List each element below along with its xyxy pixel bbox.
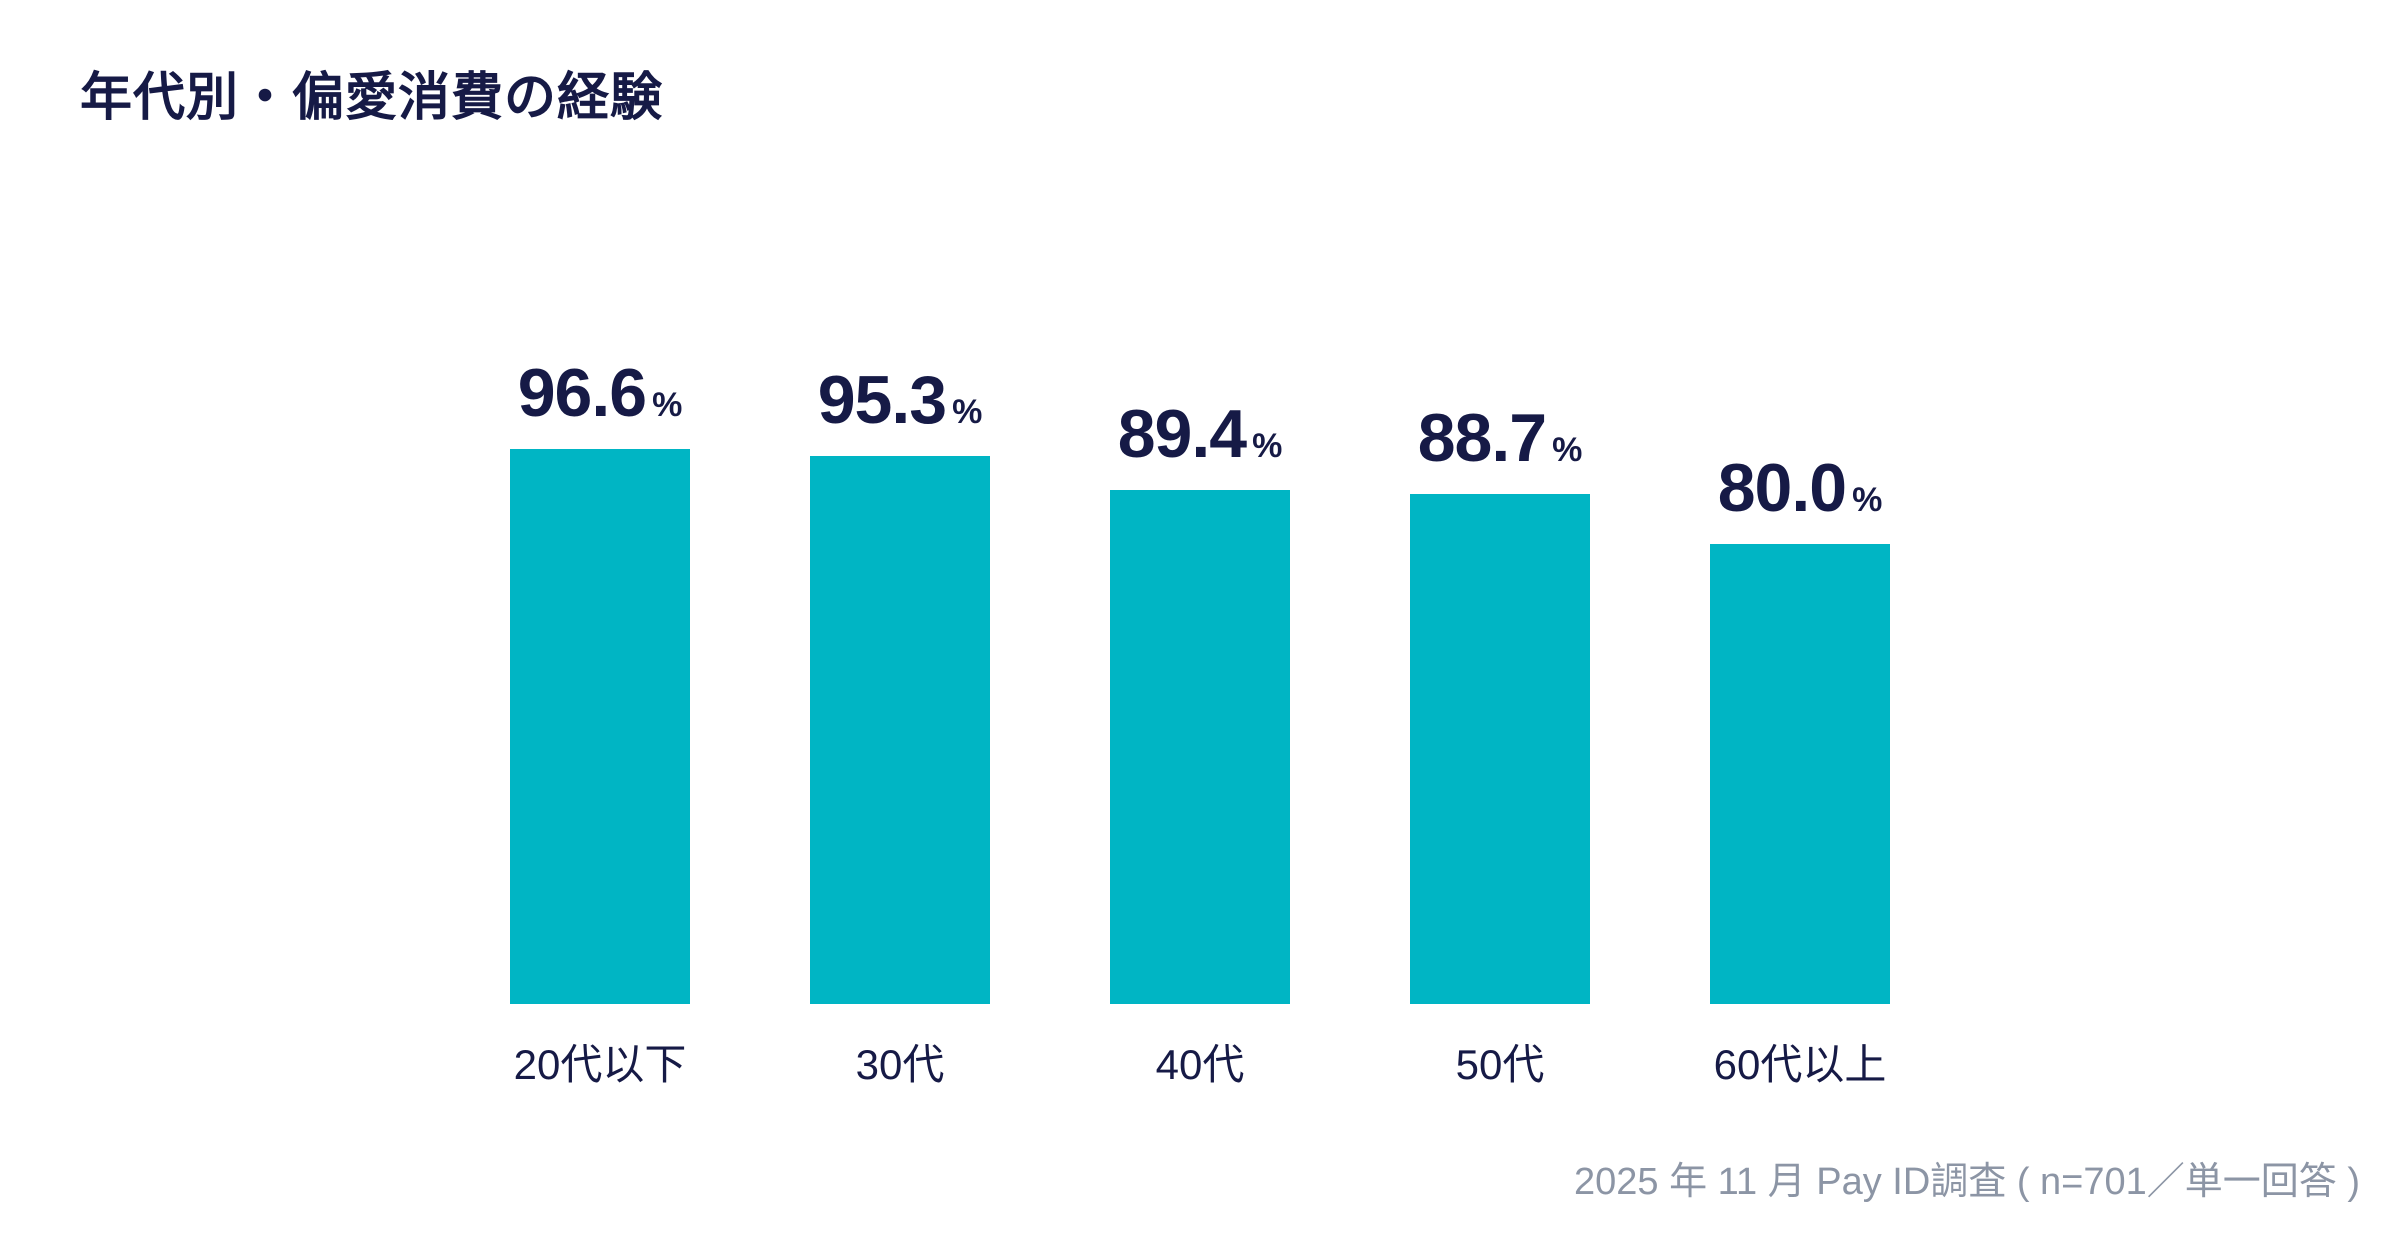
- bar: [1710, 544, 1890, 1004]
- bar-value-unit: %: [952, 393, 983, 431]
- bar-value-label: 80.0%: [1718, 454, 1883, 522]
- bar: [510, 449, 690, 1004]
- bar-value-number: 95.3: [817, 362, 947, 438]
- bar-value-number: 88.7: [1417, 400, 1547, 476]
- bar-category-label: 50代: [1455, 1041, 1545, 1088]
- bar: [1410, 494, 1590, 1004]
- bar-value-label: 89.4%: [1118, 400, 1283, 468]
- bar-value-label: 95.3%: [818, 366, 983, 434]
- bar-group: 89.4% 40代: [1110, 400, 1290, 1086]
- bar-category-label: 60代以上: [1713, 1041, 1887, 1088]
- bar-group: 80.0% 60代以上: [1710, 454, 1890, 1086]
- bar-group: 95.3% 30代: [810, 366, 990, 1086]
- bar-group: 88.7% 50代: [1410, 404, 1590, 1086]
- bar-category-label: 20代以下: [513, 1041, 687, 1088]
- bar-value-unit: %: [652, 386, 683, 424]
- bar-value-unit: %: [1552, 431, 1583, 469]
- source-note: 2025 年 11 月 Pay ID調査 ( n=701／単一回答 ): [1574, 1161, 2360, 1203]
- bar-value-number: 80.0: [1717, 450, 1847, 526]
- bar-value-unit: %: [1252, 427, 1283, 465]
- bar-value-number: 96.6: [517, 355, 647, 431]
- bar: [1110, 490, 1290, 1004]
- bar: [810, 456, 990, 1004]
- bar-category-label: 30代: [855, 1041, 945, 1088]
- bar-value-label: 96.6%: [518, 359, 683, 427]
- bar-group: 96.6% 20代以下: [510, 359, 690, 1086]
- bar-category-label: 40代: [1155, 1041, 1245, 1088]
- bar-value-label: 88.7%: [1418, 404, 1583, 472]
- bar-value-number: 89.4: [1117, 396, 1247, 472]
- bar-value-unit: %: [1852, 481, 1883, 519]
- chart-title: 年代別・偏愛消費の経験: [80, 69, 664, 127]
